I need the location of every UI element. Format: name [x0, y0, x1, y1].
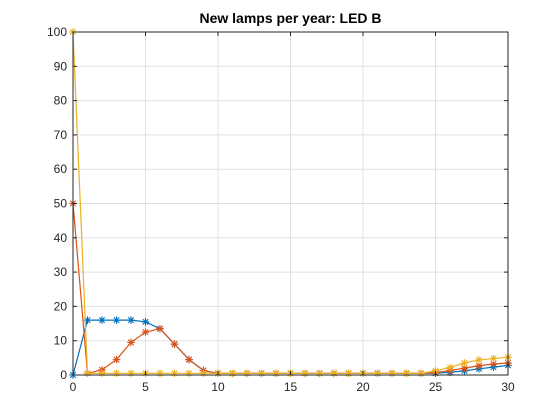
data-point: [170, 369, 179, 378]
y-tick-label: 30: [54, 265, 68, 279]
data-point: [446, 363, 454, 372]
chart-title: New lamps per year: LED B: [199, 10, 381, 26]
data-point: [402, 369, 411, 378]
y-tick-label: 70: [54, 128, 68, 142]
data-point: [112, 316, 121, 324]
data-point: [301, 369, 309, 378]
data-point: [98, 316, 106, 324]
data-point: [141, 328, 150, 336]
y-tick-label: 0: [60, 368, 67, 382]
data-point: [475, 361, 483, 370]
y-tick-label: 90: [54, 59, 68, 73]
data-point: [156, 369, 164, 378]
y-tick-label: 80: [54, 94, 68, 108]
data-point: [257, 369, 266, 378]
data-point: [344, 369, 353, 378]
y-tick-label: 60: [54, 162, 68, 176]
x-tick-label: 0: [70, 380, 77, 394]
data-point: [127, 316, 135, 324]
data-point: [431, 367, 440, 375]
data-point: [83, 369, 92, 378]
y-tick-label: 40: [54, 231, 68, 245]
data-point: [156, 324, 164, 333]
data-point: [272, 369, 280, 378]
x-tick-label: 30: [501, 380, 515, 394]
data-point: [243, 369, 251, 378]
x-tick-label: 20: [356, 380, 370, 394]
y-tick-label: 20: [54, 299, 68, 313]
data-point: [489, 354, 498, 363]
data-point: [170, 340, 179, 348]
data-point: [185, 355, 193, 364]
x-tick-label: 5: [142, 380, 149, 394]
data-point: [228, 369, 237, 378]
data-point: [185, 369, 193, 378]
y-tick-label: 50: [54, 197, 68, 211]
data-point: [373, 369, 382, 378]
data-point: [127, 369, 135, 378]
x-tick-label: 25: [429, 380, 443, 394]
data-point: [141, 318, 150, 326]
data-point: [112, 355, 121, 364]
y-axis: 0 10 20 30 40 50 60 70 80 90 100: [47, 25, 508, 382]
data-point: [460, 359, 469, 367]
x-tick-label: 15: [284, 380, 298, 394]
data-point: [127, 338, 135, 347]
x-axis: 0 5 10 15 20 25 30: [70, 32, 515, 394]
data-point: [417, 369, 425, 378]
data-point: [199, 369, 208, 378]
data-point: [98, 369, 106, 378]
x-tick-label: 10: [211, 380, 225, 394]
y-tick-label: 100: [47, 25, 67, 39]
data-point: [475, 356, 483, 364]
y-tick-label: 10: [54, 334, 68, 348]
data-point: [112, 369, 121, 378]
data-point: [315, 369, 324, 378]
data-point: [388, 369, 396, 378]
data-point: [330, 369, 338, 378]
